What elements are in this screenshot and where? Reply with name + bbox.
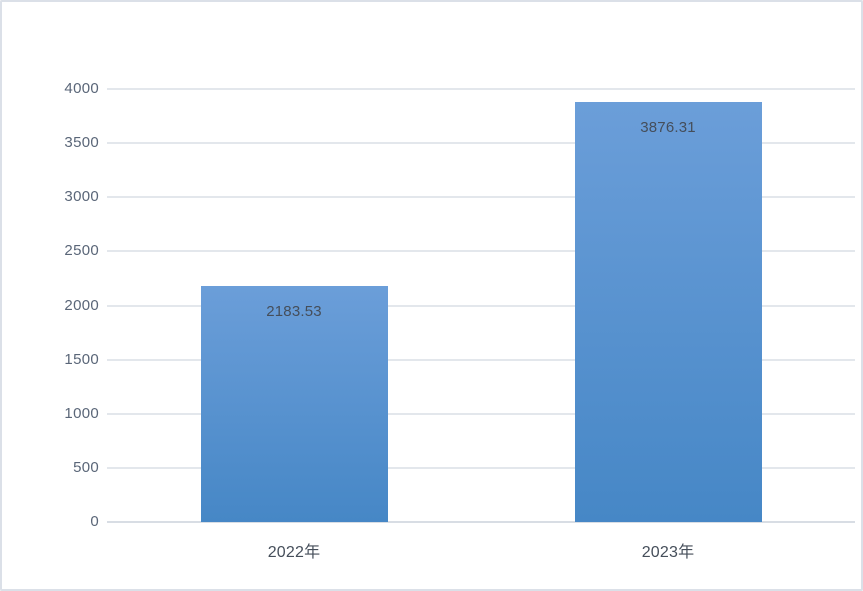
category-label: 2023年 (641, 544, 695, 561)
category-label: 2022年 (267, 544, 321, 561)
bar-2022年: 2183.53 (200, 285, 388, 522)
bar-2023年: 3876.31 (574, 102, 762, 522)
bar-value-label: 3876.31 (640, 119, 696, 137)
y-tick-label: 2500 (64, 242, 99, 260)
bar-value-label: 2183.53 (266, 302, 322, 320)
y-tick-label: 3500 (64, 134, 99, 152)
y-tick-label: 4000 (64, 80, 99, 97)
y-tick-label: 1000 (64, 404, 99, 422)
y-tick-label: 2000 (64, 296, 99, 314)
gridline (107, 88, 855, 90)
y-tick-label: 1500 (64, 350, 99, 368)
y-tick-label: 500 (73, 458, 99, 476)
y-tick-label: 0 (90, 513, 99, 530)
y-tick-label: 3000 (64, 188, 99, 206)
